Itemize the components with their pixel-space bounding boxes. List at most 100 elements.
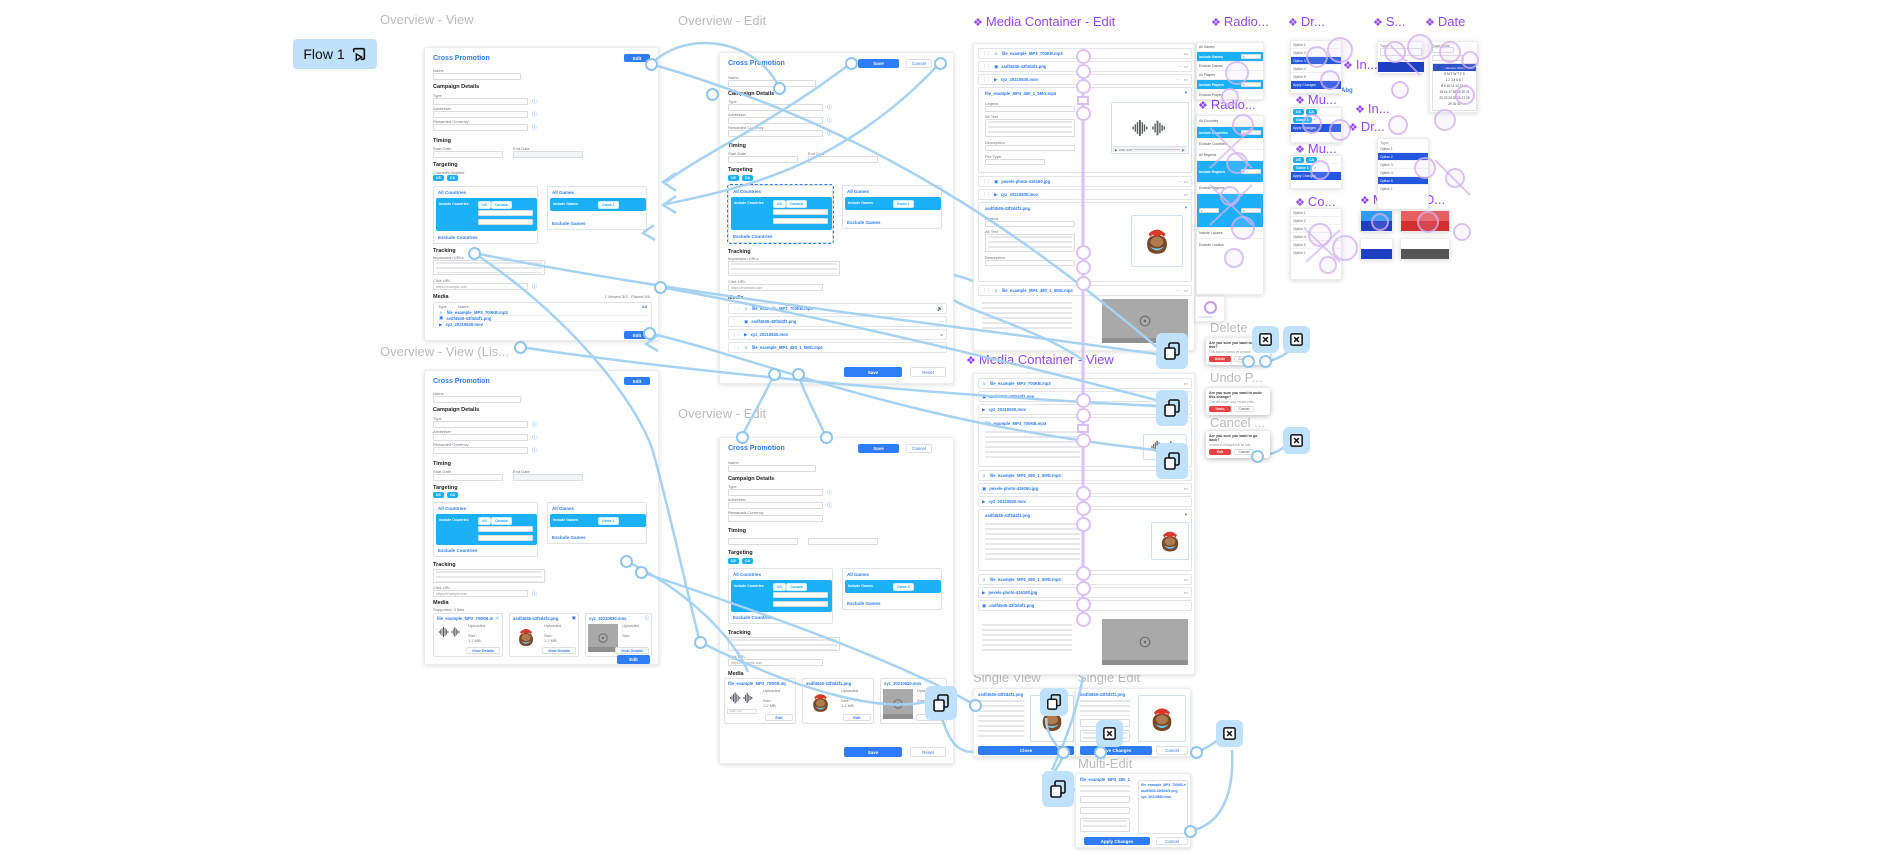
drag-handle-icon[interactable]: ⋮⋮	[732, 331, 741, 337]
advertiser-input[interactable]	[433, 434, 528, 441]
more-icon[interactable]: ⋯	[1183, 498, 1189, 504]
component-node[interactable]	[1076, 260, 1091, 275]
open-overlay-badge[interactable]	[1156, 333, 1188, 369]
value-pill[interactable]: Canada	[786, 583, 807, 591]
component-node[interactable]	[1076, 106, 1091, 121]
exclude-link[interactable]: Exclude Games	[552, 221, 586, 226]
combo-option[interactable]: Option 3	[1291, 225, 1341, 233]
inline-input[interactable]	[773, 218, 828, 224]
targeting-header[interactable]: All Countries	[733, 572, 762, 577]
edit-media-button[interactable]: Edit	[843, 714, 871, 721]
flow-node[interactable]	[1251, 450, 1264, 463]
targeting-selected-block[interactable]: Include Countries US Canada	[731, 580, 832, 612]
info-icon[interactable]: ⓘ	[827, 131, 833, 137]
component-node[interactable]	[1076, 501, 1091, 516]
country-pill[interactable]: US	[728, 558, 739, 564]
currency-input[interactable]	[433, 124, 528, 131]
mini-select[interactable]: ▾	[1241, 169, 1261, 174]
component-radio-group-2[interactable]: All Countries Include Countries ▾ Exclude…	[1196, 115, 1264, 295]
currency-input[interactable]	[433, 447, 528, 454]
view-details-button[interactable]: View Details	[542, 647, 576, 654]
flow-node[interactable]	[643, 327, 656, 340]
info-icon[interactable]: ⓘ	[532, 112, 538, 118]
currency-input[interactable]	[728, 130, 823, 137]
edit-media-button[interactable]: Edit	[765, 714, 793, 721]
value-pill[interactable]: Game 1	[598, 517, 619, 525]
filter-icon[interactable]: ▾	[1184, 205, 1187, 210]
calendar-week[interactable]: 29 30 31	[1448, 102, 1461, 107]
video-preview[interactable]	[1102, 619, 1188, 665]
flow-node[interactable]	[514, 341, 527, 354]
alt-text-textarea[interactable]	[1080, 818, 1130, 832]
undo-button[interactable]: Undo	[1209, 406, 1231, 412]
exclude-link[interactable]: Exclude Games	[847, 220, 881, 225]
exclude-link[interactable]: Exclude Countries	[438, 548, 478, 553]
close-overlay-badge[interactable]	[1096, 720, 1123, 747]
component-node[interactable]	[1076, 49, 1091, 64]
apply-changes-button[interactable]: Apply Changes	[1084, 837, 1150, 845]
dropdown-option[interactable]: Option 1	[1378, 185, 1428, 193]
component-node[interactable]	[1076, 517, 1091, 532]
start-date-input[interactable]	[433, 151, 503, 158]
targeting-header[interactable]: All Games	[552, 506, 575, 511]
date-input[interactable]	[1432, 47, 1454, 53]
date-input[interactable]	[1432, 55, 1464, 61]
calendar-week[interactable]: 15 16 17 18 19 20 21	[1439, 90, 1470, 95]
component-node[interactable]	[1076, 597, 1091, 612]
component-node[interactable]	[1076, 64, 1091, 79]
minus-icon[interactable]: –	[940, 319, 943, 324]
volume-icon[interactable]: 🔊	[1181, 147, 1185, 152]
play-icon[interactable]: ▶	[1115, 147, 1118, 152]
end-date-input[interactable]	[513, 474, 583, 481]
country-pill[interactable]: CA	[742, 175, 754, 181]
play-flow-icon[interactable]	[351, 46, 367, 62]
flow-node[interactable]	[1242, 355, 1255, 368]
close-overlay-badge[interactable]	[1252, 326, 1279, 353]
component-button-m-default[interactable]	[1360, 210, 1393, 232]
targeting-header[interactable]: All Games	[847, 572, 870, 577]
remove-icon[interactable]: ▭	[1183, 589, 1188, 595]
component-multiselect-1[interactable]: US CA Game 1 + Apply Changes	[1290, 107, 1342, 143]
inline-input[interactable]	[478, 210, 533, 216]
radio-option[interactable]: All Regions	[1197, 150, 1263, 161]
delete-button[interactable]: Delete	[1209, 356, 1231, 362]
exclude-link[interactable]: Exclude Countries	[733, 234, 773, 239]
type-input[interactable]	[433, 421, 528, 428]
flow-node[interactable]	[934, 57, 947, 70]
close-button[interactable]: Close	[978, 746, 1074, 755]
media-row[interactable]: ⋮⋮ ▶ xyz_20210630.mov ▸	[728, 329, 947, 340]
component-node[interactable]	[1076, 393, 1091, 408]
remove-icon[interactable]: ▭	[1183, 576, 1188, 582]
frame-multi-edit[interactable]: file_example_MP4_480_1_5MG.mp4 file_exam…	[1075, 773, 1191, 848]
radio-option[interactable]: Exclude Games	[1197, 62, 1263, 71]
info-icon[interactable]: ⓘ	[827, 490, 833, 496]
component-label-media-container-view[interactable]: ❖ Media Container - View	[966, 352, 1114, 367]
drag-handle-icon[interactable]: ⋮⋮	[732, 344, 741, 350]
flow-node[interactable]	[654, 281, 667, 294]
more-icon[interactable]: ⋯	[1176, 76, 1181, 82]
inline-input[interactable]	[478, 535, 533, 541]
alt-text-textarea[interactable]	[985, 119, 1075, 137]
dropdown-option[interactable]: Option 1	[1378, 145, 1428, 153]
flow-node[interactable]	[1094, 746, 1107, 759]
component-node[interactable]	[1076, 566, 1091, 581]
legend-input[interactable]	[985, 106, 1075, 112]
exclude-link[interactable]: Exclude Games	[552, 535, 586, 540]
click-url-input[interactable]: https://example.com	[728, 284, 823, 291]
country-pill[interactable]: US	[728, 175, 739, 181]
dropdown-option-selected[interactable]: Option 2	[1378, 153, 1428, 161]
minus-icon[interactable]: –	[1178, 179, 1181, 184]
impression-urls-textarea[interactable]	[728, 637, 840, 651]
targeting-selected-block[interactable]: Include Countries US Canada	[731, 197, 832, 230]
reset-button[interactable]: Reset	[910, 747, 946, 757]
filter-icon[interactable]: ▾	[1184, 512, 1187, 517]
value-pill[interactable]: US	[478, 201, 491, 209]
frame-label-undo[interactable]: Undo P...	[1210, 370, 1263, 385]
expand-icon[interactable]: ▸	[940, 331, 943, 337]
component-dropdown-2[interactable]: Type Option 1 Option 2 Option 3 Option 4…	[1377, 138, 1429, 210]
component-label-dropdown-2[interactable]: ❖ Dr...	[1348, 119, 1385, 134]
mini-select[interactable]: ▾	[1241, 82, 1261, 87]
open-overlay-badge[interactable]	[1040, 688, 1068, 716]
start-date-input[interactable]	[433, 474, 503, 481]
drag-handle-icon[interactable]: ⋮⋮	[982, 76, 991, 82]
